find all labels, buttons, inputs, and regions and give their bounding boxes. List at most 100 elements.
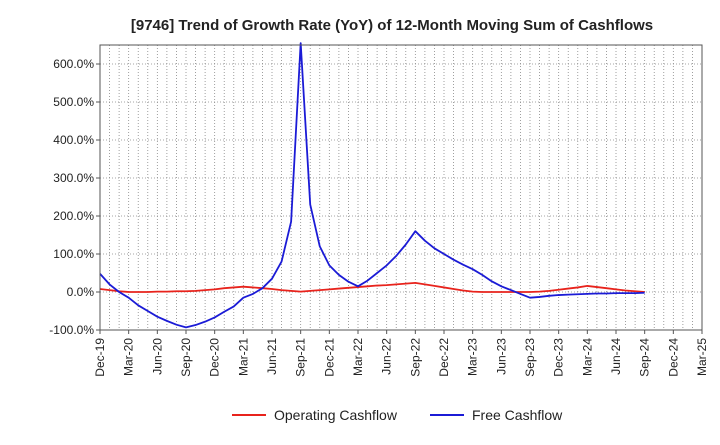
data-point <box>166 291 168 293</box>
data-point <box>567 288 569 290</box>
y-tick-label: 200.0% <box>53 209 94 223</box>
data-point <box>128 297 130 299</box>
x-tick-label: Dec-20 <box>208 338 222 377</box>
data-point <box>586 285 588 287</box>
data-point <box>185 290 187 292</box>
y-tick-label: 500.0% <box>53 95 94 109</box>
data-point <box>147 291 149 293</box>
data-point <box>109 283 111 285</box>
data-point <box>300 291 302 293</box>
data-point <box>309 204 311 206</box>
x-tick-label: Dec-19 <box>93 338 107 377</box>
data-point <box>433 247 435 249</box>
data-point <box>529 291 531 293</box>
data-point <box>386 284 388 286</box>
data-point <box>309 290 311 292</box>
data-point <box>548 290 550 292</box>
data-point <box>281 261 283 263</box>
data-point <box>223 287 225 289</box>
data-point <box>596 293 598 295</box>
data-point <box>338 274 340 276</box>
data-point <box>376 272 378 274</box>
data-point <box>462 264 464 266</box>
data-point <box>156 291 158 293</box>
data-point <box>405 283 407 285</box>
data-point <box>252 286 254 288</box>
data-point <box>214 288 216 290</box>
data-point <box>195 290 197 292</box>
data-point <box>605 293 607 295</box>
x-tick-label: Jun-24 <box>609 338 623 375</box>
data-point <box>252 293 254 295</box>
data-point <box>453 259 455 261</box>
data-point <box>443 253 445 255</box>
data-point <box>166 320 168 322</box>
data-point <box>175 324 177 326</box>
data-point <box>605 287 607 289</box>
data-point <box>405 244 407 246</box>
x-tick-label: Jun-20 <box>150 338 164 375</box>
data-point <box>204 289 206 291</box>
data-point <box>319 289 321 291</box>
data-point <box>625 289 627 291</box>
series-layer <box>99 42 646 329</box>
data-point <box>395 283 397 285</box>
x-tick-label: Sep-20 <box>179 338 193 377</box>
x-tick-label: Sep-21 <box>294 338 308 377</box>
data-point <box>414 230 416 232</box>
data-point <box>577 286 579 288</box>
x-tick-label: Sep-24 <box>638 338 652 377</box>
data-point <box>175 290 177 292</box>
x-tick-label: Mar-25 <box>695 338 709 376</box>
x-tick-label: Sep-23 <box>523 338 537 377</box>
legend-label-operating: Operating Cashflow <box>274 407 398 423</box>
data-point <box>357 285 359 287</box>
data-point <box>233 286 235 288</box>
data-point <box>615 292 617 294</box>
data-point <box>271 288 273 290</box>
axes: -100.0% 0.0% 100.0% 200.0% 300.0% 400.0% 500.0… <box>49 44 709 377</box>
data-point <box>195 324 197 326</box>
y-tick-label: 0.0% <box>67 285 95 299</box>
data-point <box>376 285 378 287</box>
y-tick-label: 400.0% <box>53 133 94 147</box>
legend: Operating Cashflow Free Cashflow <box>232 407 563 423</box>
data-point <box>223 311 225 313</box>
data-point <box>644 292 646 294</box>
data-point <box>290 221 292 223</box>
data-point <box>558 294 560 296</box>
x-tick-label: Mar-24 <box>580 338 594 376</box>
data-point <box>615 288 617 290</box>
data-point <box>453 288 455 290</box>
data-point <box>596 286 598 288</box>
data-point <box>128 291 130 293</box>
series-line-operating <box>99 281 645 293</box>
data-point <box>481 291 483 293</box>
data-point <box>539 291 541 293</box>
data-point <box>567 294 569 296</box>
data-point <box>347 281 349 283</box>
data-point <box>290 290 292 292</box>
data-point <box>328 264 330 266</box>
y-tick-label: 600.0% <box>53 57 94 71</box>
x-tick-label: Jun-21 <box>265 338 279 375</box>
x-tick-label: Dec-24 <box>666 338 680 377</box>
chart-title: [9746] Trend of Growth Rate (YoY) of 12-… <box>131 17 653 34</box>
data-point <box>137 291 139 293</box>
data-point <box>625 292 627 294</box>
data-point <box>367 280 369 282</box>
data-point <box>204 321 206 323</box>
data-point <box>462 289 464 291</box>
y-tick-label: 100.0% <box>53 247 94 261</box>
data-point <box>386 264 388 266</box>
series-line-free <box>99 42 645 329</box>
data-point <box>443 286 445 288</box>
data-point <box>491 291 493 293</box>
data-point <box>424 240 426 242</box>
data-point <box>147 310 149 312</box>
data-point <box>109 289 111 291</box>
data-point <box>529 297 531 299</box>
data-point <box>472 268 474 270</box>
